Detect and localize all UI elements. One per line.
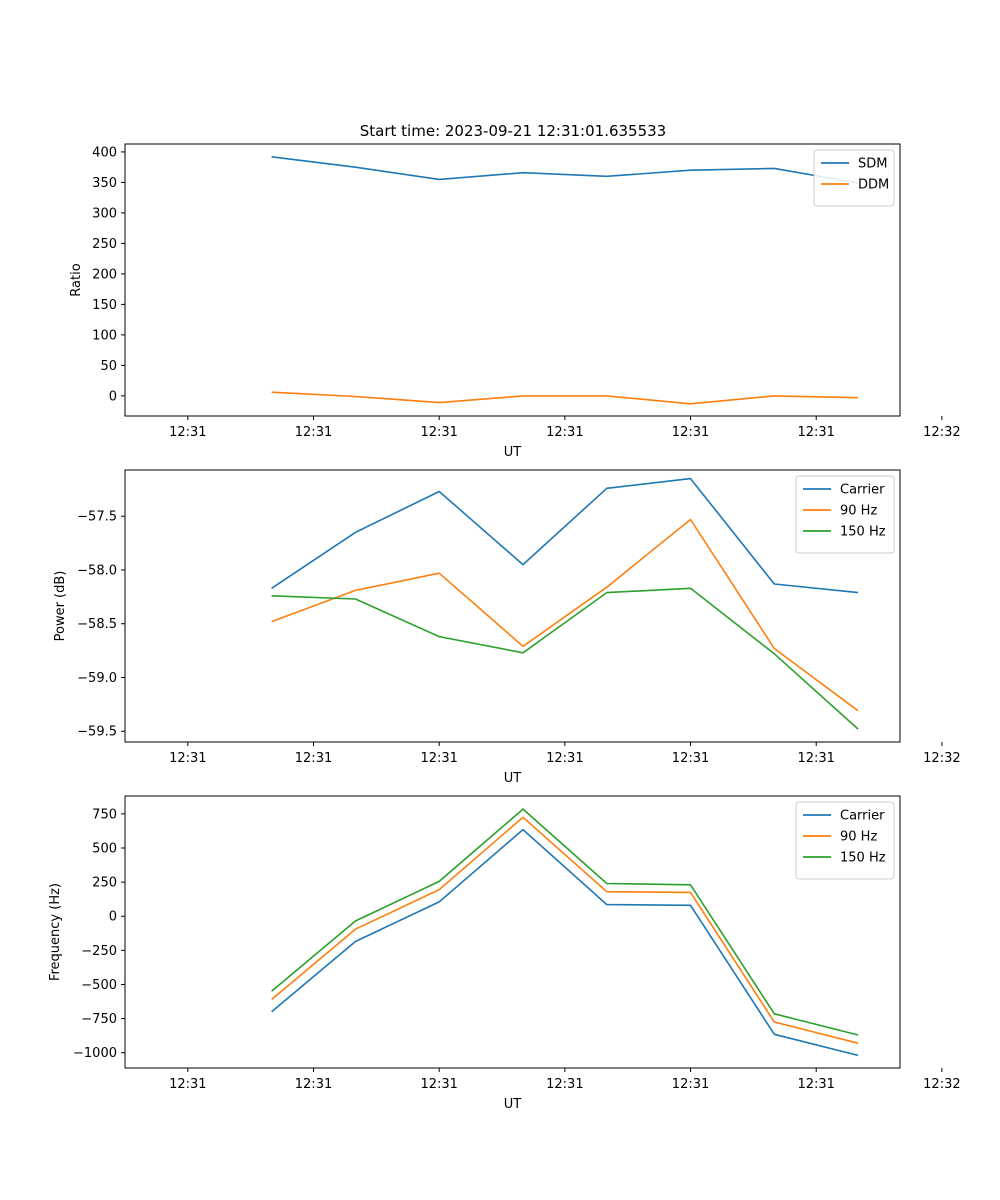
series-line-carrier (271, 828, 859, 1057)
legend-label: Carrier (840, 483, 885, 498)
legend-label: SDM (858, 157, 887, 172)
x-axis-label: UT (504, 1097, 522, 1112)
y-axis-label: Frequency (Hz) (48, 883, 63, 981)
y-tick-label: 300 (92, 206, 117, 221)
y-axis-label: Power (dB) (53, 571, 68, 642)
chart-title: Start time: 2023-09-21 12:31:01.635533 (360, 122, 666, 140)
legend: Carrier 90 Hz 150 Hz (795, 475, 895, 554)
legend: SDM DDM (813, 149, 895, 207)
y-tick-label: −750 (81, 1012, 117, 1027)
x-tick-label: 12:31 (546, 751, 583, 766)
x-tick-label: 12:31 (169, 751, 206, 766)
axes-frame (124, 469, 901, 743)
x-tick-label: 12:32 (923, 425, 960, 440)
y-tick-label: −58.0 (77, 563, 117, 578)
y-tick-label: 0 (109, 389, 117, 404)
subplot-2: 12:31 12:31 12:31 12:31 12:31 12:31 12:32 −59.5… (53, 469, 961, 786)
y-tick-label: 250 (92, 876, 117, 891)
x-tick-label: 12:31 (295, 425, 332, 440)
axes-frame (124, 143, 901, 417)
x-tick-label: 12:31 (169, 1077, 206, 1092)
y-tick-label: 350 (92, 176, 117, 191)
series-line-90-hz (271, 816, 859, 1044)
x-tick-label: 12:31 (169, 425, 206, 440)
x-tick-label: 12:31 (797, 1077, 834, 1092)
y-tick-label: 200 (92, 267, 117, 282)
y-tick-label: 500 (92, 841, 117, 856)
y-tick-label: 150 (92, 298, 117, 313)
x-tick-label: 12:31 (672, 751, 709, 766)
y-tick-label: 750 (92, 807, 117, 822)
legend-box (795, 475, 895, 554)
y-tick-label: 250 (92, 237, 117, 252)
series-line-150-hz (271, 808, 859, 1036)
y-tick-label: 400 (92, 145, 117, 160)
y-tick-label: −1000 (73, 1046, 117, 1061)
y-tick-label: −250 (81, 944, 117, 959)
x-tick-label: 12:31 (420, 425, 457, 440)
x-tick-label: 12:31 (420, 751, 457, 766)
y-tick-label: −58.5 (77, 617, 117, 632)
y-tick-label: −500 (81, 978, 117, 993)
legend-label: 150 Hz (840, 525, 886, 540)
series-line-sdm (271, 156, 859, 184)
x-tick-label: 12:31 (797, 425, 834, 440)
y-axis-label: Ratio (69, 263, 84, 296)
y-tick-label: 0 (109, 910, 117, 925)
x-tick-label: 12:31 (797, 751, 834, 766)
legend-box (813, 149, 895, 207)
x-tick-label: 12:31 (672, 1077, 709, 1092)
x-axis-label: UT (504, 445, 522, 460)
legend-label: 90 Hz (840, 504, 877, 519)
y-tick-label: −57.5 (77, 510, 117, 525)
legend-label: 90 Hz (840, 830, 877, 845)
series-line-150-hz (271, 587, 859, 730)
legend-label: DDM (858, 178, 889, 193)
x-tick-label: 12:31 (295, 1077, 332, 1092)
series-line-90-hz (271, 518, 859, 712)
y-tick-label: −59.5 (77, 725, 117, 740)
x-tick-label: 12:32 (923, 751, 960, 766)
legend-box (795, 801, 895, 880)
legend: Carrier 90 Hz 150 Hz (795, 801, 895, 880)
series-line-carrier (271, 477, 859, 594)
x-tick-label: 12:31 (546, 425, 583, 440)
y-tick-label: −59.0 (77, 671, 117, 686)
subplot-1: 12:31 12:31 12:31 12:31 12:31 12:31 12:32 0 50 10… (69, 143, 961, 460)
subplot-3: 12:31 12:31 12:31 12:31 12:31 12:31 12:32 −1000… (48, 795, 961, 1112)
x-tick-label: 12:32 (923, 1077, 960, 1092)
x-tick-label: 12:31 (295, 751, 332, 766)
y-tick-label: 50 (100, 359, 117, 374)
series-line-ddm (271, 391, 859, 405)
x-tick-label: 12:31 (672, 425, 709, 440)
x-tick-label: 12:31 (420, 1077, 457, 1092)
axes-frame (124, 795, 901, 1069)
x-tick-label: 12:31 (546, 1077, 583, 1092)
legend-label: 150 Hz (840, 851, 886, 866)
x-axis-label: UT (504, 771, 522, 786)
legend-label: Carrier (840, 809, 885, 824)
y-tick-label: 100 (92, 328, 117, 343)
